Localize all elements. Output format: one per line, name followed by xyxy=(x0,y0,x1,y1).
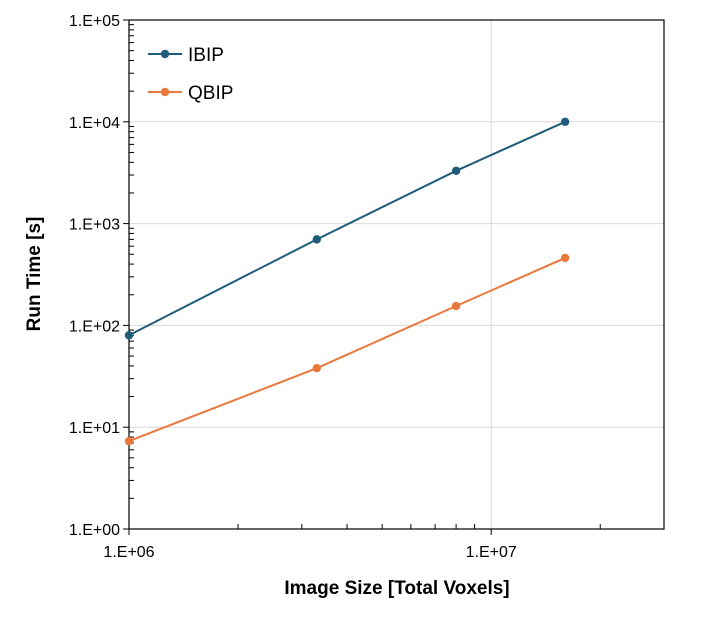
data-point-ibip xyxy=(312,235,322,244)
plot-frame xyxy=(128,19,665,530)
legend-label: IBIP xyxy=(188,45,224,66)
axes xyxy=(123,19,665,535)
series-line-ibip xyxy=(128,120,566,337)
series-ibip xyxy=(124,117,570,340)
x-axis-title: Image Size [Total Voxels] xyxy=(284,578,509,599)
series-group xyxy=(124,117,570,446)
legend: IBIP QBIP xyxy=(148,45,233,104)
data-point-qbip xyxy=(312,363,322,373)
tick-labels: 1.E+00 1.E+01 1.E+02 1.E+03 1.E+04 1.E+05 1.E+… xyxy=(69,13,517,561)
legend-item-qbip: QBIP xyxy=(148,83,233,104)
series-line-qbip xyxy=(128,257,566,443)
y-tick-label: 1.E+02 xyxy=(69,318,120,335)
data-point-ibip xyxy=(560,117,570,127)
data-point-qbip xyxy=(451,301,461,311)
legend-swatch-marker xyxy=(160,49,170,59)
legend-item-ibip: IBIP xyxy=(148,45,224,66)
data-point-ibip xyxy=(124,331,134,340)
y-tick-label: 1.E+01 xyxy=(69,420,120,437)
x-tick-label: 1.E+06 xyxy=(103,544,154,561)
y-axis-title: Run Time [s] xyxy=(24,217,45,332)
y-tick-label: 1.E+00 xyxy=(69,522,120,539)
x-tick-label: 1.E+07 xyxy=(466,544,517,561)
series-qbip xyxy=(124,253,570,446)
y-tick-label: 1.E+04 xyxy=(69,115,120,132)
data-point-qbip xyxy=(124,436,134,446)
legend-swatch-marker xyxy=(160,87,170,97)
data-point-qbip xyxy=(560,253,570,263)
y-tick-label: 1.E+05 xyxy=(69,13,120,30)
legend-label: QBIP xyxy=(188,83,233,104)
y-tick-label: 1.E+03 xyxy=(69,217,120,234)
data-point-ibip xyxy=(451,166,461,176)
